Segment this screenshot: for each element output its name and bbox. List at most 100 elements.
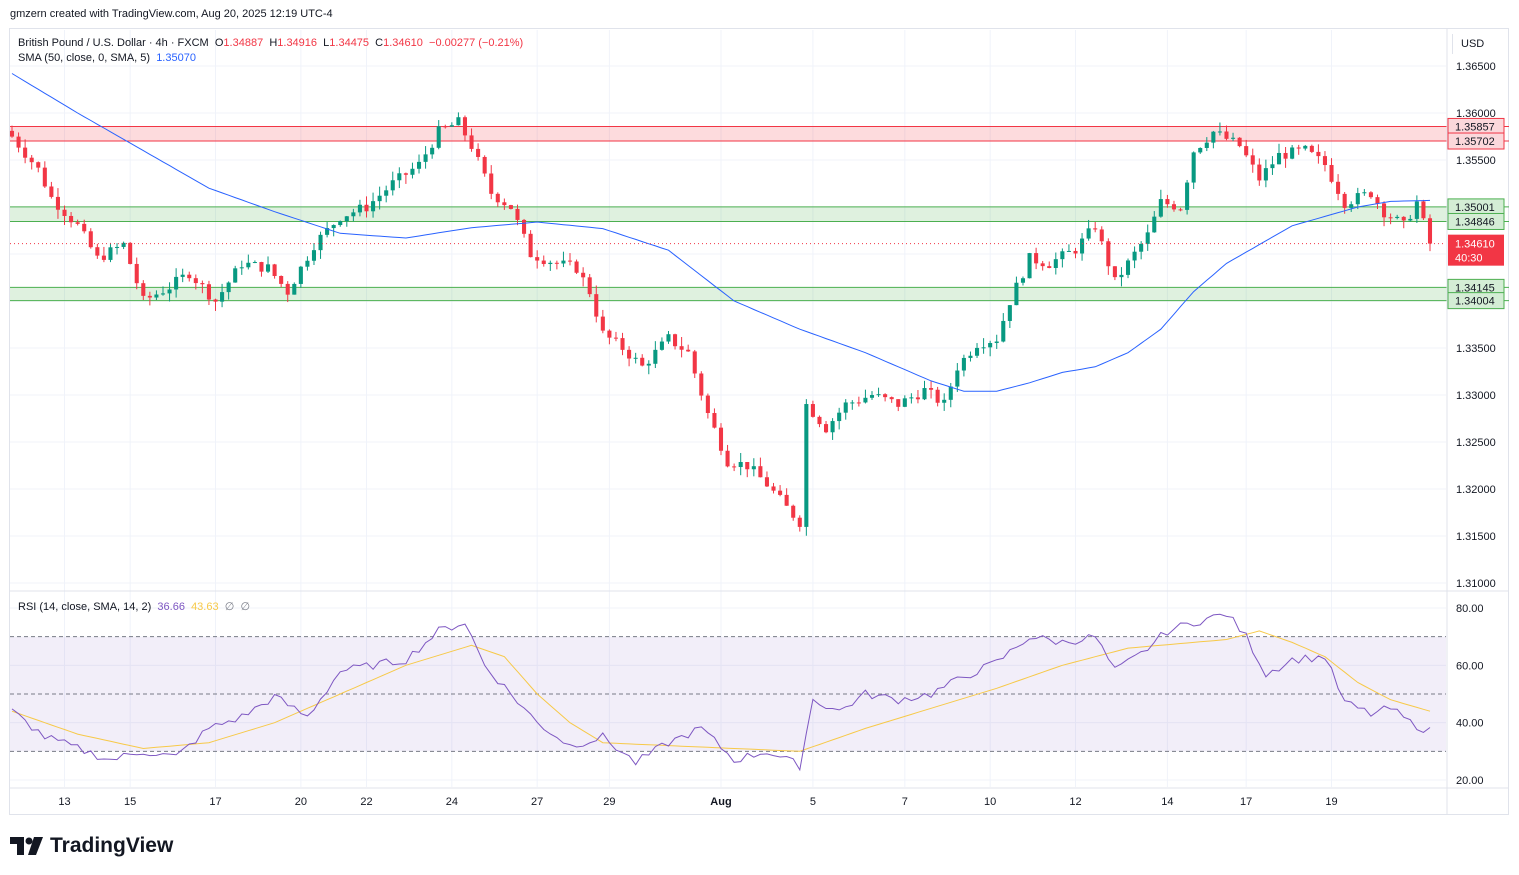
candle (29, 155, 34, 170)
candle-body (1362, 192, 1367, 194)
candle (922, 380, 927, 401)
candle (62, 205, 67, 225)
sma-row: SMA (50, close, 0, SMA, 5) 1.35070 (18, 51, 523, 66)
candle-body (692, 351, 697, 374)
candle-body (935, 389, 940, 403)
candle (1158, 189, 1163, 218)
candle-body (456, 117, 461, 126)
candle (239, 260, 244, 275)
chart-caption: gmzern created with TradingView.com, Aug… (10, 8, 333, 20)
candle-body (1066, 250, 1071, 252)
candle (318, 231, 323, 259)
candle-body (1244, 146, 1249, 156)
candle-body (115, 246, 120, 248)
candle-body (764, 477, 769, 487)
candle (1290, 145, 1295, 160)
candle-body (1329, 165, 1334, 182)
candle-body (239, 267, 244, 269)
candle-body (193, 278, 198, 284)
candle-body (344, 216, 349, 222)
candle-body (955, 370, 960, 387)
candle-body (535, 257, 540, 261)
candle-body (101, 255, 106, 260)
candle (436, 120, 441, 150)
candle (482, 155, 487, 177)
candle-body (574, 261, 579, 273)
candle (1257, 158, 1262, 186)
candle (837, 407, 842, 430)
candle-body (423, 154, 428, 162)
candle (187, 271, 192, 282)
rsi-label[interactable]: RSI (14, close, SMA, 14, 2) (18, 601, 152, 613)
candle (167, 282, 172, 302)
candle (935, 386, 940, 407)
symbol-title[interactable]: British Pound / U.S. Dollar · 4h · FXCM (18, 37, 209, 49)
candle (1362, 188, 1367, 196)
candle (1040, 260, 1045, 271)
currency-button[interactable]: USD (1452, 34, 1506, 54)
rsi-value: 36.66 (157, 601, 185, 613)
candle-body (1250, 155, 1255, 165)
candle-body (476, 148, 481, 157)
candle (1112, 266, 1117, 281)
candle-body (948, 386, 953, 400)
candle (272, 263, 277, 279)
candle-body (1276, 152, 1282, 165)
candle (88, 228, 93, 249)
candle-body (42, 167, 47, 187)
candle-body (36, 162, 41, 168)
candle-body (259, 262, 264, 272)
candle-body (121, 242, 126, 247)
candle (397, 167, 402, 189)
candle (732, 463, 737, 472)
candle (594, 285, 599, 323)
candle-body (1112, 266, 1117, 278)
candle-body (1283, 152, 1288, 159)
time-tick-label: 10 (984, 796, 996, 808)
candle-body (1263, 168, 1268, 181)
sma-label[interactable]: SMA (50, close, 0, SMA, 5) (18, 52, 151, 64)
candle (193, 274, 198, 290)
candle-body (824, 424, 829, 433)
candle-body (968, 355, 973, 358)
candle-body (69, 215, 74, 223)
candle (784, 488, 789, 506)
candle-body (508, 205, 513, 209)
candle-body (640, 357, 645, 366)
rsi-line (11, 613, 1431, 772)
candle (423, 146, 428, 169)
candle-body (1421, 201, 1426, 219)
zone-price-label-text: 1.35857 (1455, 121, 1495, 133)
candle-body (554, 262, 559, 264)
candle (883, 393, 888, 402)
candle (456, 112, 461, 126)
candle-body (791, 505, 796, 518)
candle (889, 396, 894, 403)
high-label: H (269, 37, 278, 49)
candle (830, 418, 835, 440)
candle (771, 482, 776, 494)
zone-price-label-text: 1.34004 (1455, 296, 1495, 308)
candle-body (167, 289, 172, 294)
last-price-value: 1.34610 (1455, 239, 1495, 251)
candle (42, 161, 47, 188)
candle-body (49, 186, 54, 197)
candle-body (502, 202, 507, 206)
candle-body (1401, 216, 1406, 221)
zone-price-label: 1.34846 (1447, 212, 1505, 230)
candle-body (1395, 216, 1400, 219)
candle (896, 399, 901, 412)
candle (115, 243, 120, 255)
candle (1414, 195, 1419, 223)
candle (1152, 211, 1157, 233)
candle (298, 265, 303, 288)
candle-body (804, 404, 809, 527)
candle (160, 286, 166, 296)
main-legend: British Pound / U.S. Dollar · 4h · FXCM … (18, 36, 523, 66)
candle-body (699, 373, 704, 396)
candle-body (147, 295, 152, 298)
zone-price-label-text: 1.34145 (1455, 282, 1495, 294)
candle (1211, 130, 1216, 149)
candle (1395, 214, 1400, 220)
